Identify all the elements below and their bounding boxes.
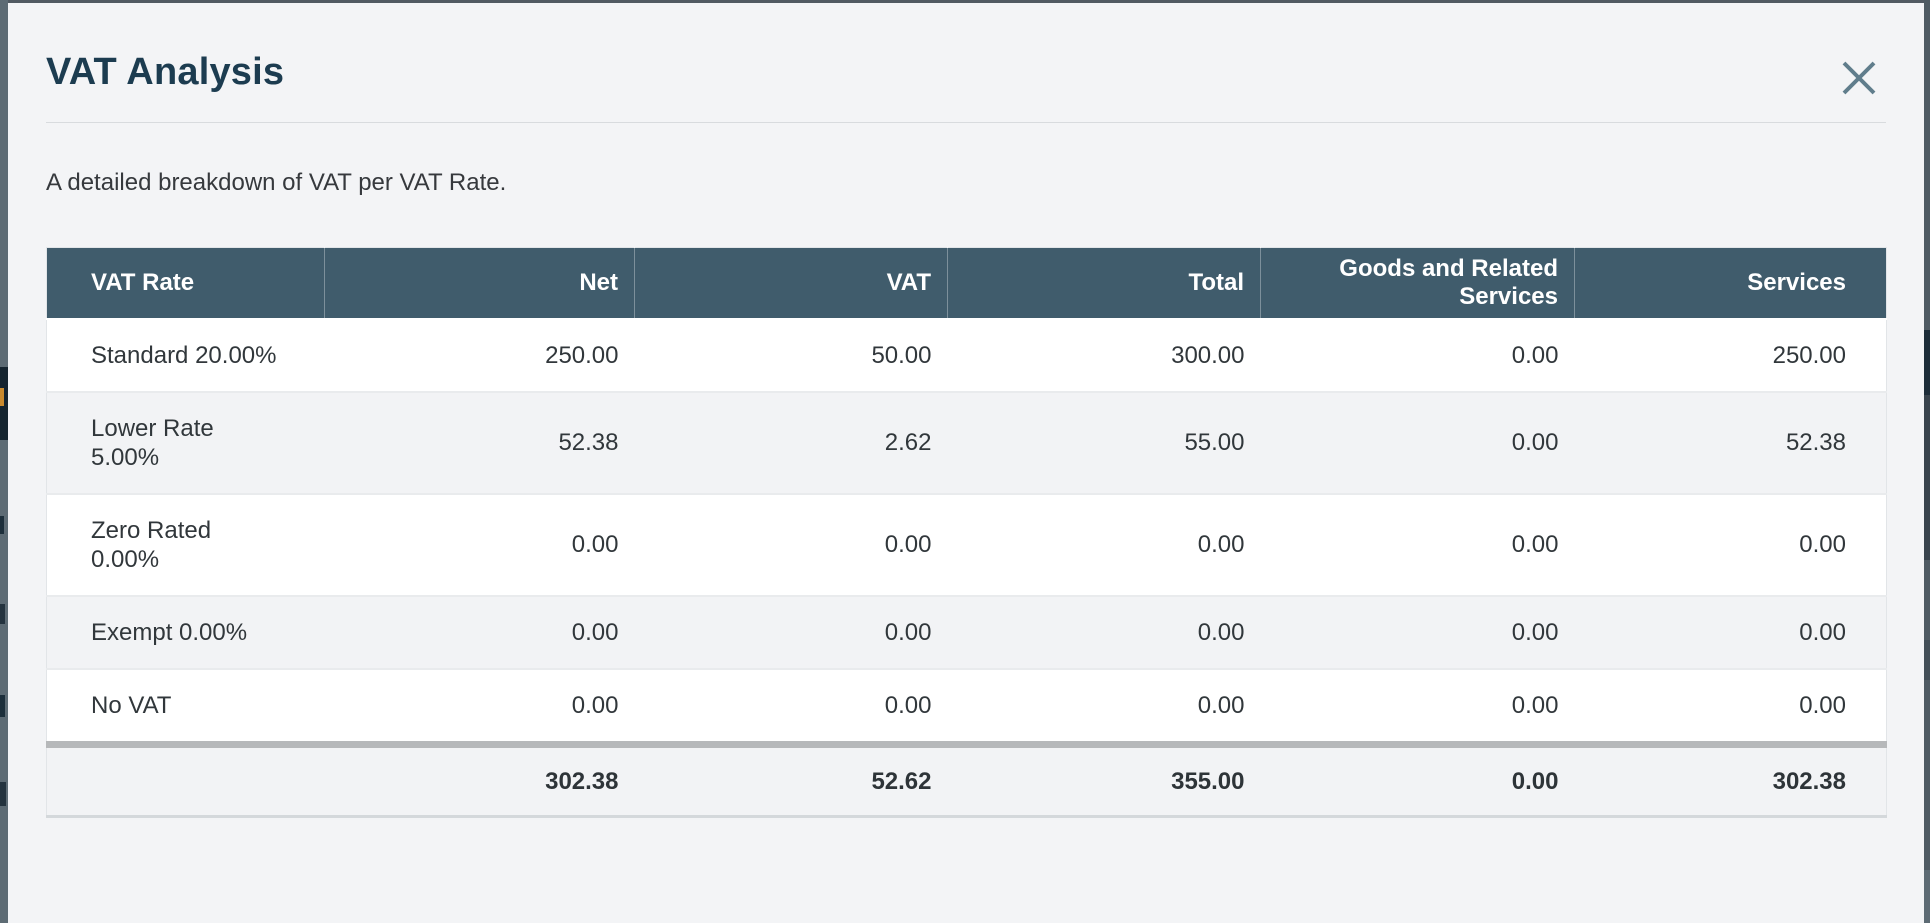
- vat-rate-cell: Standard 20.00%: [46, 317, 325, 392]
- vat-analysis-table: VAT Rate Net VAT Total Goods and Related Ser…: [46, 247, 1887, 818]
- value-cell: 0.00: [1260, 492, 1575, 596]
- table-row: No VAT 0.00 0.00 0.00 0.00 0.00: [46, 667, 1887, 744]
- value-cell: 0.00: [1260, 390, 1575, 494]
- background-fragment: [1924, 640, 1930, 680]
- column-header: Goods and Related Services: [1260, 247, 1575, 319]
- vat-rate-cell: Zero Rated 0.00%: [46, 492, 325, 596]
- table-row: Exempt 0.00% 0.00 0.00 0.00 0.00 0.00: [46, 594, 1887, 669]
- close-button[interactable]: [1840, 59, 1878, 97]
- totals-value-cell: 302.38: [1574, 740, 1887, 816]
- totals-row: 302.38 52.62 355.00 0.00 302.38: [46, 740, 1887, 816]
- vat-analysis-modal: VAT Analysis A detailed breakdown of VAT…: [8, 3, 1924, 923]
- value-cell: 0.00: [324, 594, 635, 669]
- value-cell: 2.62: [634, 390, 948, 494]
- background-fragment: [1924, 395, 1930, 560]
- value-cell: 0.00: [1260, 667, 1575, 744]
- value-cell: 0.00: [324, 492, 635, 596]
- value-cell: 0.00: [634, 667, 948, 744]
- value-cell: 0.00: [947, 594, 1261, 669]
- totals-value-cell: 52.62: [634, 740, 948, 816]
- value-cell: 55.00: [947, 390, 1261, 494]
- value-cell: 0.00: [1260, 317, 1575, 392]
- background-fragment: [0, 782, 6, 806]
- value-cell: 0.00: [1574, 492, 1887, 596]
- totals-empty-cell: [46, 740, 325, 816]
- modal-title: VAT Analysis: [46, 51, 285, 93]
- totals-value-cell: 0.00: [1260, 740, 1575, 816]
- table-row: Lower Rate 5.00% 52.38 2.62 55.00 0.00 52.38: [46, 390, 1887, 494]
- table-row: Standard 20.00% 250.00 50.00 300.00 0.00 250.…: [46, 317, 1887, 392]
- value-cell: 300.00: [947, 317, 1261, 392]
- background-fragment: [0, 695, 5, 717]
- value-cell: 52.38: [324, 390, 635, 494]
- table-header: VAT Rate Net VAT Total Goods and Related Ser…: [46, 247, 1887, 319]
- vat-rate-cell: Exempt 0.00%: [46, 594, 325, 669]
- value-cell: 0.00: [947, 667, 1261, 744]
- table-row: Zero Rated 0.00% 0.00 0.00 0.00 0.00 0.00: [46, 492, 1887, 596]
- vat-rate-cell: Lower Rate 5.00%: [46, 390, 325, 494]
- background-page-left-edge: [0, 0, 8, 870]
- value-cell: 0.00: [634, 594, 948, 669]
- background-fragment: [0, 367, 8, 440]
- value-cell: 0.00: [324, 667, 635, 744]
- background-fragment: [0, 604, 5, 624]
- value-cell: 250.00: [1574, 317, 1887, 392]
- value-cell: 0.00: [634, 492, 948, 596]
- header-divider: [46, 122, 1886, 123]
- header-row: VAT Rate Net VAT Total Goods and Related Ser…: [46, 247, 1887, 319]
- value-cell: 0.00: [1260, 594, 1575, 669]
- value-cell: 52.38: [1574, 390, 1887, 494]
- value-cell: 50.00: [634, 317, 948, 392]
- totals-value-cell: 302.38: [324, 740, 635, 816]
- background-fragment: [0, 388, 4, 406]
- totals-value-cell: 355.00: [947, 740, 1261, 816]
- value-cell: 0.00: [947, 492, 1261, 596]
- value-cell: 0.00: [1574, 594, 1887, 669]
- background-fragment: [0, 516, 4, 534]
- table-footer: 302.38 52.62 355.00 0.00 302.38: [46, 740, 1887, 816]
- value-cell: 250.00: [324, 317, 635, 392]
- table-body: Standard 20.00% 250.00 50.00 300.00 0.00 250.…: [46, 317, 1887, 744]
- close-icon: [1842, 61, 1876, 95]
- column-header: Net: [324, 247, 635, 319]
- vat-rate-cell: No VAT: [46, 667, 325, 744]
- column-header: Services: [1574, 247, 1887, 319]
- background-page-right-edge: [1924, 0, 1930, 870]
- value-cell: 0.00: [1574, 667, 1887, 744]
- modal-description: A detailed breakdown of VAT per VAT Rate…: [46, 169, 507, 196]
- background-fragment: [1924, 330, 1930, 395]
- column-header: VAT Rate: [46, 247, 325, 319]
- column-header: VAT: [634, 247, 948, 319]
- background-page-top-edge: [0, 0, 1930, 3]
- column-header: Total: [947, 247, 1261, 319]
